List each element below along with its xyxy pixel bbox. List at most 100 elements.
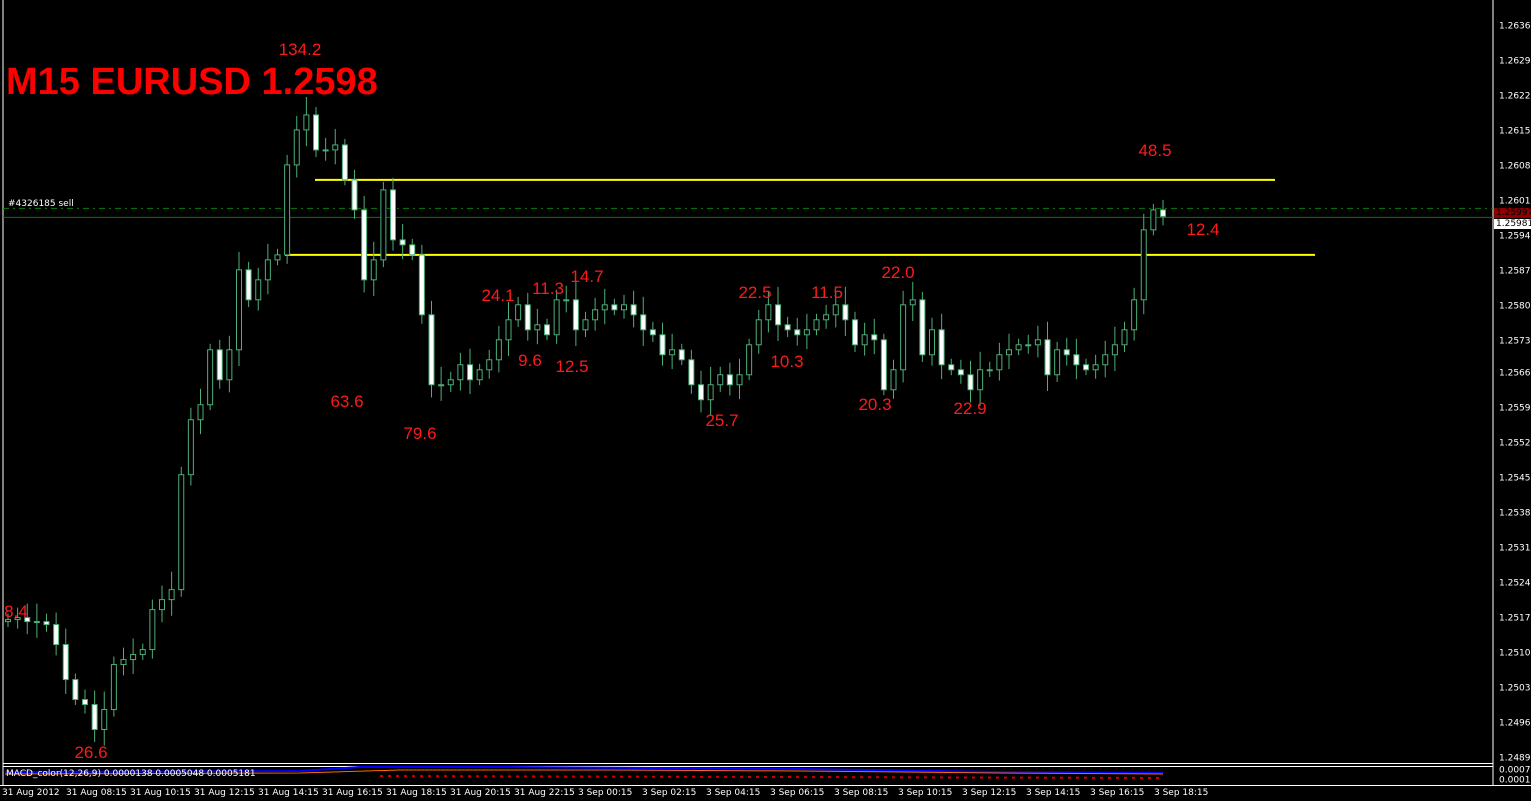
x-tick-label: 3 Sep 16:15 — [1090, 788, 1145, 798]
order-label: #4326185 sell — [8, 199, 74, 209]
candle — [649, 321, 656, 342]
candle — [746, 338, 753, 381]
candle — [678, 343, 685, 366]
candle — [159, 585, 165, 623]
candle — [630, 290, 637, 328]
x-tick-label: 3 Sep 06:15 — [770, 788, 825, 798]
candle — [929, 317, 935, 366]
candle — [957, 359, 964, 384]
candle — [457, 352, 464, 391]
candle — [842, 286, 849, 336]
candle — [515, 296, 522, 327]
candle — [207, 343, 214, 411]
x-tick-label: 31 Aug 12:15 — [194, 788, 255, 798]
annotation-label: 9.6 — [518, 351, 542, 370]
candle — [813, 313, 820, 336]
annotation-label: 10.3 — [770, 352, 804, 371]
candle — [91, 690, 98, 743]
candle — [986, 361, 993, 377]
y-tick-label: 1.25385 — [1499, 508, 1531, 519]
candle — [72, 673, 79, 705]
x-tick-label: 3 Sep 10:15 — [898, 788, 953, 798]
candle — [110, 656, 117, 717]
candle — [823, 304, 830, 329]
candle — [1006, 333, 1012, 370]
y-tick-label: 1.26360 — [1499, 21, 1531, 32]
candle — [640, 296, 647, 346]
candle — [871, 318, 878, 355]
candle — [890, 359, 897, 399]
x-tick-label: 31 Aug 14:15 — [258, 788, 319, 798]
candle — [967, 360, 974, 403]
candle — [861, 322, 868, 356]
candle — [236, 251, 242, 366]
x-tick-label: 3 Sep 12:15 — [962, 788, 1017, 798]
candle — [1063, 337, 1070, 366]
candle — [784, 316, 791, 337]
candle — [669, 333, 676, 370]
x-tick-label: 31 Aug 22:15 — [514, 788, 575, 798]
candle — [24, 603, 31, 635]
y-tick-label: 1.26010 — [1499, 196, 1531, 207]
annotation-label: 14.7 — [570, 267, 604, 286]
candle — [1160, 199, 1166, 226]
ask-price-box: 1.25997 — [1494, 208, 1531, 218]
y-tick-label: 1.25035 — [1499, 683, 1531, 694]
candle — [601, 288, 608, 325]
candle — [101, 691, 108, 746]
candle — [1025, 334, 1032, 354]
candle — [794, 317, 801, 346]
y-tick-label: 1.26290 — [1499, 56, 1531, 67]
candle — [775, 286, 781, 341]
candle — [880, 333, 887, 396]
annotation-label: 25.7 — [705, 411, 739, 430]
candle — [495, 325, 502, 373]
y-tick-label: 1.24965 — [1499, 718, 1531, 729]
x-tick-label: 31 Aug 20:15 — [450, 788, 511, 798]
annotation-label: 22.0 — [881, 263, 915, 282]
candle — [418, 244, 425, 324]
candle — [438, 366, 445, 401]
candle — [264, 243, 271, 295]
candle — [505, 301, 512, 356]
candle — [139, 643, 146, 660]
candle — [245, 261, 252, 308]
annotation-label: 22.5 — [738, 283, 772, 302]
candle — [14, 607, 21, 629]
candle — [43, 613, 50, 632]
candle — [717, 366, 724, 392]
candle — [563, 285, 570, 313]
candle — [621, 294, 627, 319]
y-tick-label: 1.25800 — [1499, 301, 1531, 312]
candle — [726, 362, 733, 396]
candle — [996, 342, 1003, 381]
indicator-axis-top: 0.00078 — [1499, 765, 1531, 776]
candle — [428, 300, 435, 398]
annotation-label: 20.3 — [858, 395, 892, 414]
candle — [409, 238, 416, 261]
candle — [351, 169, 358, 219]
indicator-axis-bottom: 0.00010 — [1499, 775, 1531, 786]
candle — [187, 407, 194, 486]
candle — [524, 292, 531, 341]
candle — [659, 322, 666, 366]
x-tick-label: 31 Aug 2012 — [2, 788, 60, 798]
macd-subwindow — [4, 766, 1164, 779]
candle — [1083, 358, 1089, 376]
annotation-label: 63.6 — [330, 392, 364, 411]
x-tick-label: 3 Sep 00:15 — [578, 788, 633, 798]
y-tick-label: 1.25730 — [1499, 336, 1531, 347]
candle — [486, 349, 493, 379]
candle — [5, 613, 11, 627]
candle — [832, 290, 839, 328]
candle — [370, 241, 377, 297]
candle — [1111, 326, 1118, 371]
candle — [736, 358, 743, 400]
bid-price-box: 1.25981 — [1494, 219, 1531, 229]
candle — [611, 298, 618, 316]
candle — [361, 195, 368, 293]
candle — [582, 311, 589, 337]
candle — [293, 115, 300, 178]
y-tick-label: 1.26220 — [1499, 91, 1531, 102]
